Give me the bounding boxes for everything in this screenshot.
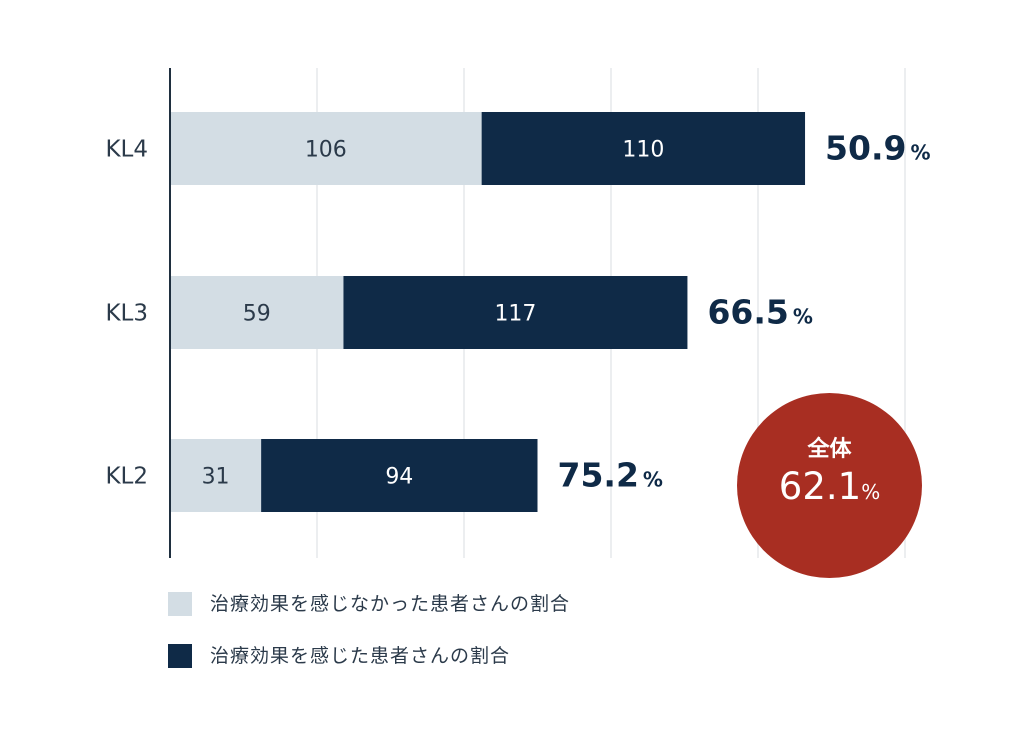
legend-label-not-effective: 治療効果を感じなかった患者さんの割合 xyxy=(210,593,571,615)
overall-label: 全体 xyxy=(807,437,852,462)
labels: 106 110 KL4 50.9 % 59 117 KL3 66.5 % 31 94 KL2 75.2% xyxy=(105,129,930,495)
bar-segment xyxy=(170,112,482,185)
percent-label: 66.5% xyxy=(707,293,812,332)
bar-value-label: 117 xyxy=(494,302,536,327)
legend-item-effective: 治療効果を感じた患者さんの割合 xyxy=(168,643,768,673)
bar-value-label: 94 xyxy=(385,465,413,490)
overall-value-line: 62.1% xyxy=(737,465,922,508)
legend-swatch-effective xyxy=(168,644,192,668)
percent-label: 75.2% xyxy=(558,456,663,495)
percent-unit: % xyxy=(910,141,930,165)
bar-segment xyxy=(170,276,344,349)
legend-item-not-effective: 治療効果を感じなかった患者さんの割合 xyxy=(168,591,768,621)
legend-label-effective: 治療効果を感じた患者さんの割合 xyxy=(210,645,511,667)
bar-segment xyxy=(481,112,806,185)
percent-unit: % xyxy=(643,468,663,492)
category-label: KL3 xyxy=(105,301,148,327)
category-label: KL2 xyxy=(105,464,148,490)
bar-segment xyxy=(343,276,688,349)
bar-value-label: 31 xyxy=(202,465,230,490)
bars xyxy=(170,112,806,512)
overall-unit: % xyxy=(861,480,881,504)
bar-value-label: 106 xyxy=(305,138,347,163)
bar-segment xyxy=(170,439,262,512)
percent-label: 50.9% xyxy=(825,129,930,168)
bar-segment xyxy=(261,439,538,512)
bar-value-label: 110 xyxy=(622,138,664,163)
legend-swatch-not-effective xyxy=(168,592,192,616)
overall-badge: 全体 62.1% xyxy=(737,393,922,578)
percent-unit: % xyxy=(793,305,813,329)
category-label: KL4 xyxy=(105,137,148,163)
overall-value: 62.1 xyxy=(778,465,862,508)
bar-value-label: 59 xyxy=(243,302,271,327)
